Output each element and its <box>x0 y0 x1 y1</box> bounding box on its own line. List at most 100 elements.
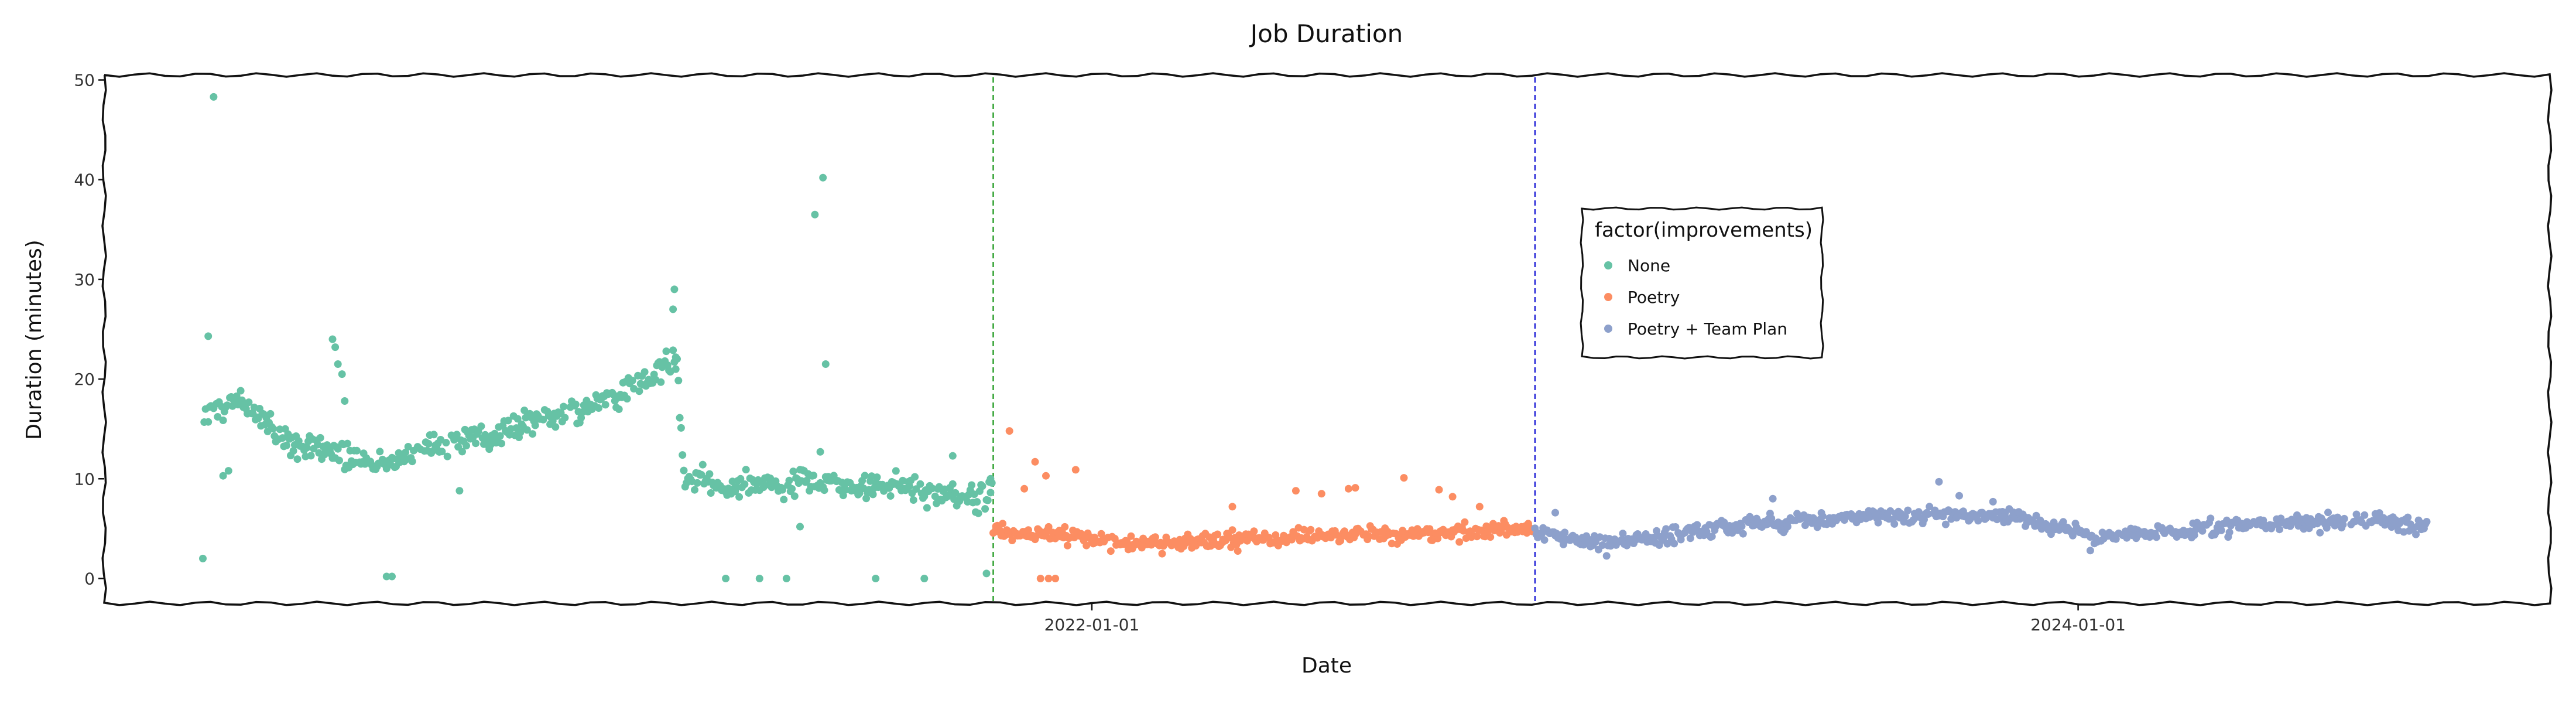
data-point <box>873 473 881 482</box>
data-point-outlier <box>1400 474 1408 482</box>
data-point <box>861 472 869 480</box>
data-point <box>2207 514 2215 523</box>
data-point <box>697 470 705 479</box>
data-point-outlier <box>920 575 929 582</box>
data-point <box>2198 527 2207 535</box>
series-poetry-team-plan <box>1531 477 2431 560</box>
data-point <box>1250 527 1258 535</box>
data-point-outlier <box>1228 503 1236 511</box>
data-point <box>869 490 877 499</box>
data-point <box>523 426 531 434</box>
data-point-outlier <box>1955 492 1963 500</box>
data-point <box>2217 526 2225 534</box>
data-point-outlier <box>722 575 730 582</box>
data-point <box>376 448 384 456</box>
data-point-outlier <box>816 448 824 456</box>
data-point <box>276 425 284 434</box>
data-point <box>438 448 446 456</box>
data-point-outlier <box>1005 427 1013 435</box>
data-point <box>951 489 960 497</box>
data-point <box>334 445 342 453</box>
data-point <box>657 378 665 386</box>
data-point <box>496 432 504 440</box>
data-point <box>1874 518 1882 527</box>
data-point-outlier <box>1292 487 1300 495</box>
data-point <box>1107 547 1115 555</box>
data-point <box>1158 550 1166 558</box>
data-point <box>2082 528 2090 536</box>
data-point <box>635 387 643 395</box>
data-point <box>742 466 750 474</box>
data-point <box>2152 533 2160 541</box>
y-axis: 0 10 20 30 40 50 <box>74 71 104 588</box>
data-point <box>974 509 982 517</box>
data-point <box>1426 525 1434 533</box>
data-point <box>1738 522 1746 530</box>
data-point <box>443 452 451 460</box>
data-point <box>2112 535 2120 543</box>
data-point <box>737 475 745 483</box>
data-point <box>1461 518 1469 526</box>
data-point <box>1228 526 1236 534</box>
data-point <box>674 377 683 385</box>
data-point <box>693 479 701 487</box>
data-point <box>2059 518 2067 526</box>
data-point <box>981 505 989 513</box>
data-point <box>1473 533 1481 541</box>
data-point <box>2276 525 2283 534</box>
x-tick-label: 2022-01-01 <box>1044 615 1140 634</box>
data-point <box>788 484 796 493</box>
data-point-outlier <box>210 93 218 101</box>
data-point <box>513 415 522 423</box>
data-point <box>283 441 290 449</box>
data-point <box>1083 541 1091 550</box>
data-point <box>1025 526 1032 534</box>
data-point <box>2340 514 2348 523</box>
data-point <box>676 414 684 422</box>
data-point <box>430 431 438 439</box>
data-point <box>307 452 315 460</box>
data-point <box>803 476 811 484</box>
data-point <box>984 496 992 504</box>
chart-title: Job Duration <box>1249 19 1403 48</box>
data-point-outlier <box>782 575 790 582</box>
data-point-outlier <box>341 397 349 405</box>
data-point <box>204 418 213 426</box>
legend-label-none: None <box>1628 256 1670 275</box>
data-point <box>408 458 416 466</box>
data-point-outlier <box>1031 458 1039 466</box>
data-point <box>662 347 670 356</box>
data-point <box>810 472 818 480</box>
legend-marker-poetry <box>1604 293 1612 301</box>
data-point-outlier <box>1475 503 1484 511</box>
data-point <box>978 482 986 490</box>
data-point <box>1540 536 1549 544</box>
data-point <box>679 451 687 459</box>
data-point <box>1659 534 1667 542</box>
y-tick-label: 0 <box>84 569 95 588</box>
data-point <box>571 400 580 408</box>
data-point <box>516 428 525 436</box>
data-point <box>886 492 895 500</box>
data-point <box>948 480 957 488</box>
data-point <box>1061 523 1069 531</box>
data-point <box>1486 533 1495 541</box>
data-point <box>973 498 981 506</box>
data-point <box>1670 540 1678 548</box>
data-point <box>472 439 480 448</box>
data-point-outlier <box>199 554 207 562</box>
data-point-outlier <box>819 173 827 182</box>
data-point <box>1477 526 1485 534</box>
data-point <box>1890 520 1899 528</box>
data-point <box>266 409 275 418</box>
data-point <box>316 434 324 442</box>
data-point <box>673 355 681 363</box>
data-point <box>1225 534 1234 542</box>
data-point <box>1307 525 1315 534</box>
data-point <box>335 456 343 465</box>
data-point-outlier <box>1448 493 1457 501</box>
data-point-outlier <box>1769 494 1777 503</box>
data-point <box>640 368 649 376</box>
data-point <box>905 482 913 490</box>
data-point-outlier <box>1042 472 1050 480</box>
